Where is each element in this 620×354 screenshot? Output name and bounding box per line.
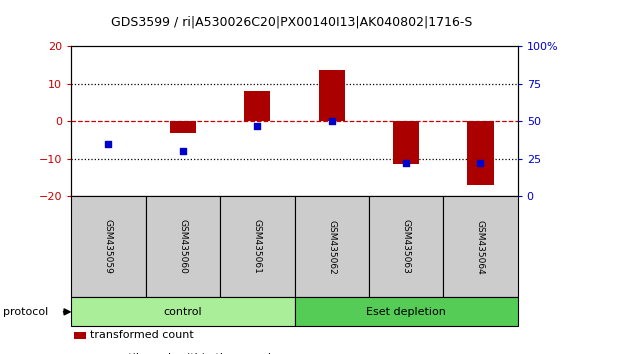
- Bar: [319, 70, 345, 121]
- Text: percentile rank within the sample: percentile rank within the sample: [90, 353, 278, 354]
- Point: [476, 161, 485, 166]
- Text: GSM435064: GSM435064: [476, 219, 485, 274]
- Text: GSM435062: GSM435062: [327, 219, 336, 274]
- Point: [401, 161, 411, 166]
- Text: GDS3599 / ri|A530026C20|PX00140I13|AK040802|1716-S: GDS3599 / ri|A530026C20|PX00140I13|AK040…: [111, 16, 472, 29]
- Bar: [393, 121, 419, 165]
- Text: transformed count: transformed count: [90, 330, 193, 340]
- Text: GSM435063: GSM435063: [402, 219, 410, 274]
- Text: GSM435059: GSM435059: [104, 219, 113, 274]
- Bar: [467, 121, 494, 185]
- Bar: [244, 91, 270, 121]
- Text: protocol: protocol: [3, 307, 48, 317]
- Text: Eset depletion: Eset depletion: [366, 307, 446, 317]
- Point: [178, 149, 188, 154]
- Point: [327, 118, 337, 124]
- Point: [252, 123, 262, 129]
- Text: GSM435060: GSM435060: [179, 219, 187, 274]
- Bar: [170, 121, 196, 132]
- Text: GSM435061: GSM435061: [253, 219, 262, 274]
- Text: control: control: [164, 307, 202, 317]
- Point: [104, 141, 113, 147]
